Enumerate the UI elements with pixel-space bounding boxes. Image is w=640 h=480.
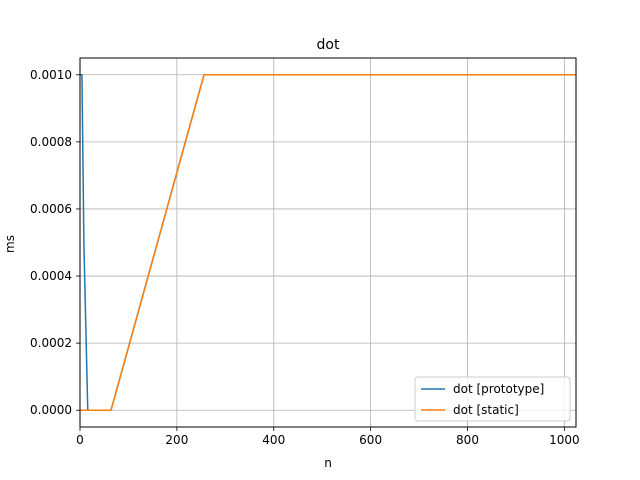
x-tick-label: 800 [456, 433, 479, 447]
y-tick-label: 0.0010 [30, 68, 72, 82]
x-tick-label: 1000 [549, 433, 580, 447]
legend-label: dot [prototype] [453, 382, 544, 396]
series-line-0 [80, 74, 576, 411]
y-tick-label: 0.0002 [30, 336, 72, 350]
legend-label: dot [static] [453, 403, 519, 417]
grid [79, 58, 576, 427]
y-axis-label: ms [3, 235, 17, 253]
y-tick-label: 0.0000 [30, 403, 72, 417]
x-ticks: 0 200 400 600 800 1000 [76, 427, 580, 447]
x-axis-label: n [324, 456, 332, 470]
y-tick-label: 0.0004 [30, 269, 72, 283]
x-tick-label: 0 [76, 433, 84, 447]
y-tick-label: 0.0006 [30, 202, 72, 216]
x-tick-label: 400 [262, 433, 285, 447]
series-line-1 [80, 74, 576, 411]
y-tick-label: 0.0008 [30, 135, 72, 149]
plot-frame [79, 57, 577, 428]
series-lines [80, 74, 576, 411]
legend: dot [prototype] dot [static] [414, 376, 571, 422]
x-tick-label: 200 [165, 433, 188, 447]
x-tick-label: 600 [359, 433, 382, 447]
y-ticks: 0.0000 0.0002 0.0004 0.0006 0.0008 0.0010 [30, 68, 80, 417]
chart-title: dot [317, 37, 340, 53]
legend-box [414, 376, 571, 422]
